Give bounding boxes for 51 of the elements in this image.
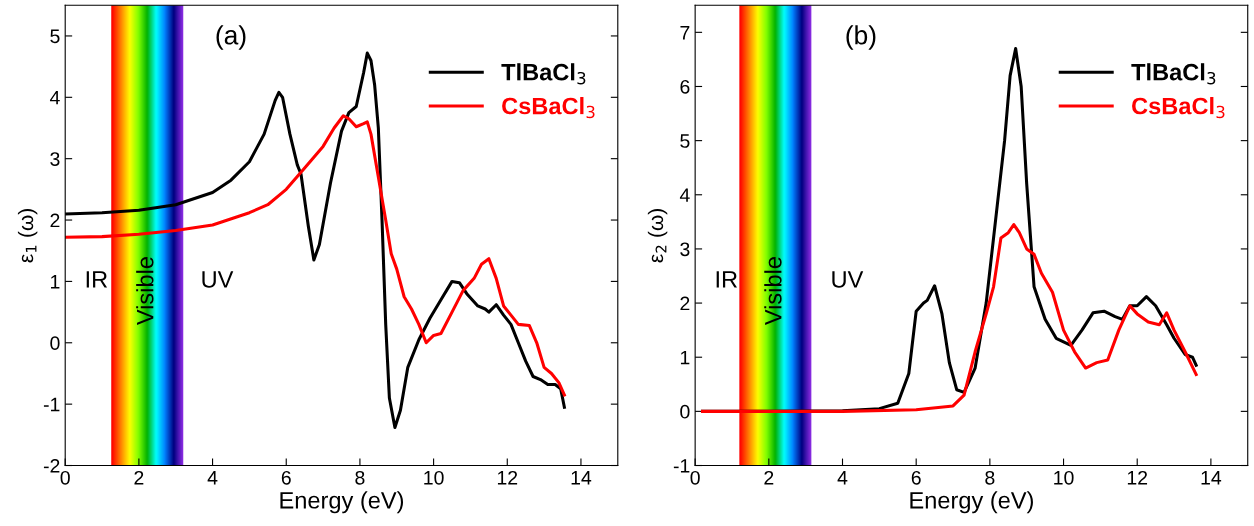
x-tick-label: 6: [911, 470, 921, 485]
y-tick-label: -2: [43, 458, 60, 473]
band-label: Visible: [764, 257, 782, 326]
line-series: [65, 114, 566, 397]
legend-label: TlBaCl$_{3}$: [501, 63, 586, 85]
x-tick-label: 0: [690, 470, 700, 485]
y-axis-title: ε$_{1}$ (ω): [17, 209, 38, 263]
x-tick-label: 4: [207, 471, 218, 485]
x-tick-label: 4: [837, 471, 848, 485]
band-label: Visible: [136, 257, 154, 326]
y-tick-label: 5: [680, 134, 690, 148]
y-tick-label: 4: [679, 188, 690, 202]
x-tick-label: 2: [764, 470, 774, 485]
y-tick-label: -1: [673, 459, 690, 473]
x-tick-label: 10: [1054, 470, 1074, 485]
annotation: UV: [832, 271, 864, 288]
y-tick-label: 4: [49, 90, 60, 105]
x-tick-label: 0: [60, 470, 70, 485]
x-tick-label: 8: [355, 470, 365, 485]
y-tick-label: 6: [680, 79, 690, 94]
annotation: UV: [202, 271, 234, 288]
x-tick-label: 14: [1201, 471, 1222, 485]
y-tick-label: 3: [50, 152, 60, 166]
x-tick-label: 14: [571, 471, 592, 485]
y-tick-label: 3: [680, 242, 690, 257]
text: (a): [216, 25, 246, 50]
annotation: IR: [716, 271, 738, 288]
legend-label: TlBaCl$_{3}$: [1131, 63, 1216, 85]
y-axis-title: ε$_{2}$ (ω): [647, 209, 668, 263]
x-tick-label: 2: [134, 470, 144, 485]
x-tick-label: 12: [1127, 470, 1148, 485]
y-tick-label: 5: [50, 29, 60, 44]
y-tick-label: 1: [680, 350, 690, 365]
x-tick-label: 10: [424, 470, 444, 485]
legend-label: CsBaCl$_{3}$: [502, 97, 595, 119]
y-tick-label: 0: [680, 404, 690, 419]
y-tick-label: 2: [680, 296, 690, 311]
x-tick-label: 12: [497, 470, 518, 485]
y-tick-label: 2: [50, 213, 60, 228]
y-tick-label: 7: [680, 26, 690, 40]
line-series: [700, 223, 1198, 413]
y-tick-label: 1: [51, 275, 60, 289]
text: (b): [846, 25, 876, 50]
legend-label: CsBaCl$_{3}$: [1132, 97, 1225, 119]
y-tick-label: 0: [50, 336, 60, 351]
x-axis-title: Energy (eV): [910, 491, 1033, 514]
x-axis-title: Energy (eV): [280, 491, 404, 514]
y-tick-label: -1: [43, 397, 60, 412]
annotation: IR: [86, 271, 108, 288]
x-tick-label: 6: [281, 470, 291, 485]
x-tick-label: 8: [985, 470, 995, 485]
